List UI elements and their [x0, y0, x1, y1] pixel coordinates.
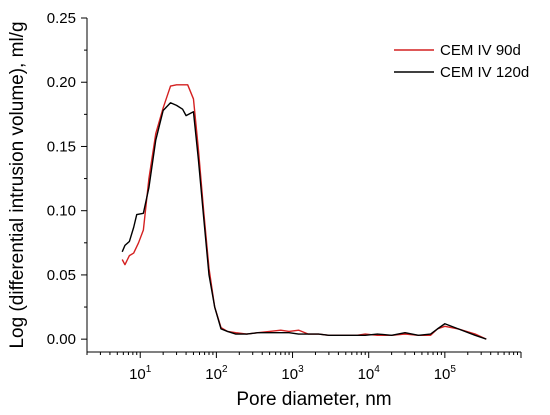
x-tick-label: 104 — [358, 364, 381, 383]
y-tick-label: 0.00 — [47, 331, 76, 348]
axis-layer: 0.00 0.05 0.10 0.15 0.20 0.25 101 102 103 104 105 — [47, 10, 522, 383]
y-tick-label: 0.25 — [47, 10, 76, 27]
x-tick-label: 103 — [281, 364, 304, 383]
series-layer — [121, 84, 487, 340]
x-tick-label: 101 — [129, 364, 152, 383]
series-line-2 — [121, 102, 487, 340]
y-tick-label: 0.20 — [47, 74, 76, 91]
x-tick-label: 102 — [205, 364, 228, 383]
legend-label: CEM IV 90d — [440, 42, 521, 59]
legend-label: CEM IV 120d — [440, 64, 529, 81]
y-tick-label: 0.10 — [47, 203, 76, 220]
y-tick-label: 0.15 — [47, 138, 76, 155]
series-line-1 — [121, 84, 487, 340]
plot-frame — [86, 18, 521, 353]
x-axis-title: Pore diameter, nm — [236, 389, 391, 410]
y-tick-label: 0.05 — [47, 267, 76, 284]
legend: CEM IV 90d CEM IV 120d — [394, 42, 529, 81]
y-axis-title: Log (differential intrusion volume), ml/… — [7, 21, 28, 348]
x-tick-label: 105 — [434, 364, 457, 383]
